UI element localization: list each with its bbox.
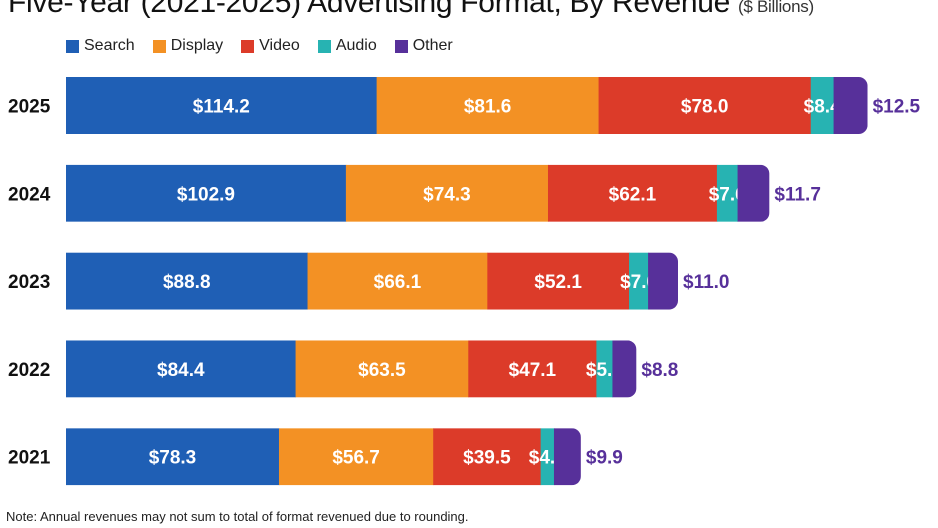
data-label-audio-2025: $8.4	[804, 97, 841, 118]
bar-segment-audio-2024	[716, 164, 739, 222]
year-label-2022: 2022	[8, 360, 50, 381]
legend-label: Other	[412, 37, 453, 54]
legend-label: Display	[170, 37, 224, 54]
unit-label: ($ Billions)	[738, 0, 814, 16]
data-label-video-2024: $62.1	[609, 184, 657, 205]
legend-label: Video	[259, 37, 300, 54]
legend-label: Audio	[335, 37, 377, 54]
bar-segment-video-2025	[598, 77, 812, 134]
bar-segment-display-2021	[278, 428, 434, 486]
bar-segment-video-2022	[468, 340, 597, 398]
bar-segment-audio-2023	[629, 252, 649, 310]
legend: Search Display Video Audio Other	[66, 37, 453, 55]
footnote: Note: Annual revenues may not sum to tot…	[6, 509, 469, 524]
data-label-video-2023: $52.1	[534, 272, 582, 293]
data-label-search-2022: $84.4	[157, 360, 205, 381]
data-label-audio-2024: $7.6	[709, 184, 746, 205]
bar-segment-other-2023	[648, 252, 678, 310]
bar-segment-search-2022	[66, 340, 297, 398]
data-label-other-2021: $9.9	[586, 448, 623, 469]
bar-segment-video-2021	[433, 428, 542, 486]
bar-segment-audio-2022	[596, 340, 613, 398]
data-label-other-2022: $8.8	[641, 360, 678, 381]
data-label-search-2025: $114.2	[193, 97, 250, 118]
bar-segment-audio-2021	[540, 428, 555, 486]
year-label-2025: 2025	[8, 97, 51, 118]
bar-segment-audio-2025	[810, 77, 835, 134]
legend-item-audio: Audio	[317, 37, 377, 55]
bar-segment-display-2025	[376, 77, 600, 134]
legend-swatch	[66, 39, 79, 53]
bar-segment-other-2021	[553, 428, 581, 486]
title-text: Five-Year (2021-2025) Advertising Format…	[8, 0, 730, 19]
data-label-display-2024: $74.3	[423, 184, 471, 205]
data-label-display-2023: $66.1	[374, 272, 422, 293]
bar-segment-display-2022	[295, 340, 469, 398]
year-label-2024: 2024	[8, 184, 51, 205]
data-label-display-2022: $63.5	[358, 360, 406, 381]
legend-swatch	[152, 39, 166, 53]
data-label-display-2025: $81.6	[464, 97, 512, 118]
bar-segment-search-2024	[66, 164, 347, 222]
bar-segment-video-2024	[547, 164, 718, 222]
legend-item-display: Display	[152, 37, 224, 55]
data-label-other-2024: $11.7	[774, 184, 821, 205]
data-label-search-2023: $88.8	[163, 272, 211, 293]
data-label-video-2025: $78.0	[681, 97, 729, 118]
data-label-search-2021: $78.3	[149, 448, 197, 469]
data-label-other-2025: $12.5	[873, 97, 921, 118]
bar-segment-search-2023	[66, 252, 309, 310]
bar-segment-search-2021	[66, 428, 280, 486]
bar-segment-display-2023	[307, 252, 488, 310]
legend-swatch	[394, 39, 408, 53]
legend-item-search: Search	[66, 37, 135, 55]
bar-segment-other-2024	[737, 164, 770, 222]
data-label-video-2022: $47.1	[509, 360, 557, 381]
legend-label: Search	[84, 37, 135, 54]
data-label-other-2023: $11.0	[683, 272, 730, 293]
bar-segment-search-2025	[66, 77, 378, 134]
data-label-video-2021: $39.5	[463, 448, 511, 469]
legend-item-video: Video	[241, 37, 300, 55]
legend-item-other: Other	[394, 37, 453, 55]
legend-swatch	[317, 39, 331, 53]
bar-segment-display-2024	[345, 164, 549, 222]
year-label-2021: 2021	[8, 448, 51, 469]
year-label-2023: 2023	[8, 272, 50, 293]
data-label-search-2024: $102.9	[177, 184, 235, 205]
bar-segment-other-2025	[833, 77, 868, 134]
bar-segment-video-2023	[487, 252, 630, 310]
chart-title: Five-Year (2021-2025) Advertising Format…	[8, 0, 814, 20]
data-label-audio-2023: $7.0	[620, 272, 657, 293]
bar-segment-other-2022	[612, 340, 637, 398]
data-label-display-2021: $56.7	[332, 448, 380, 469]
legend-swatch	[241, 39, 255, 53]
